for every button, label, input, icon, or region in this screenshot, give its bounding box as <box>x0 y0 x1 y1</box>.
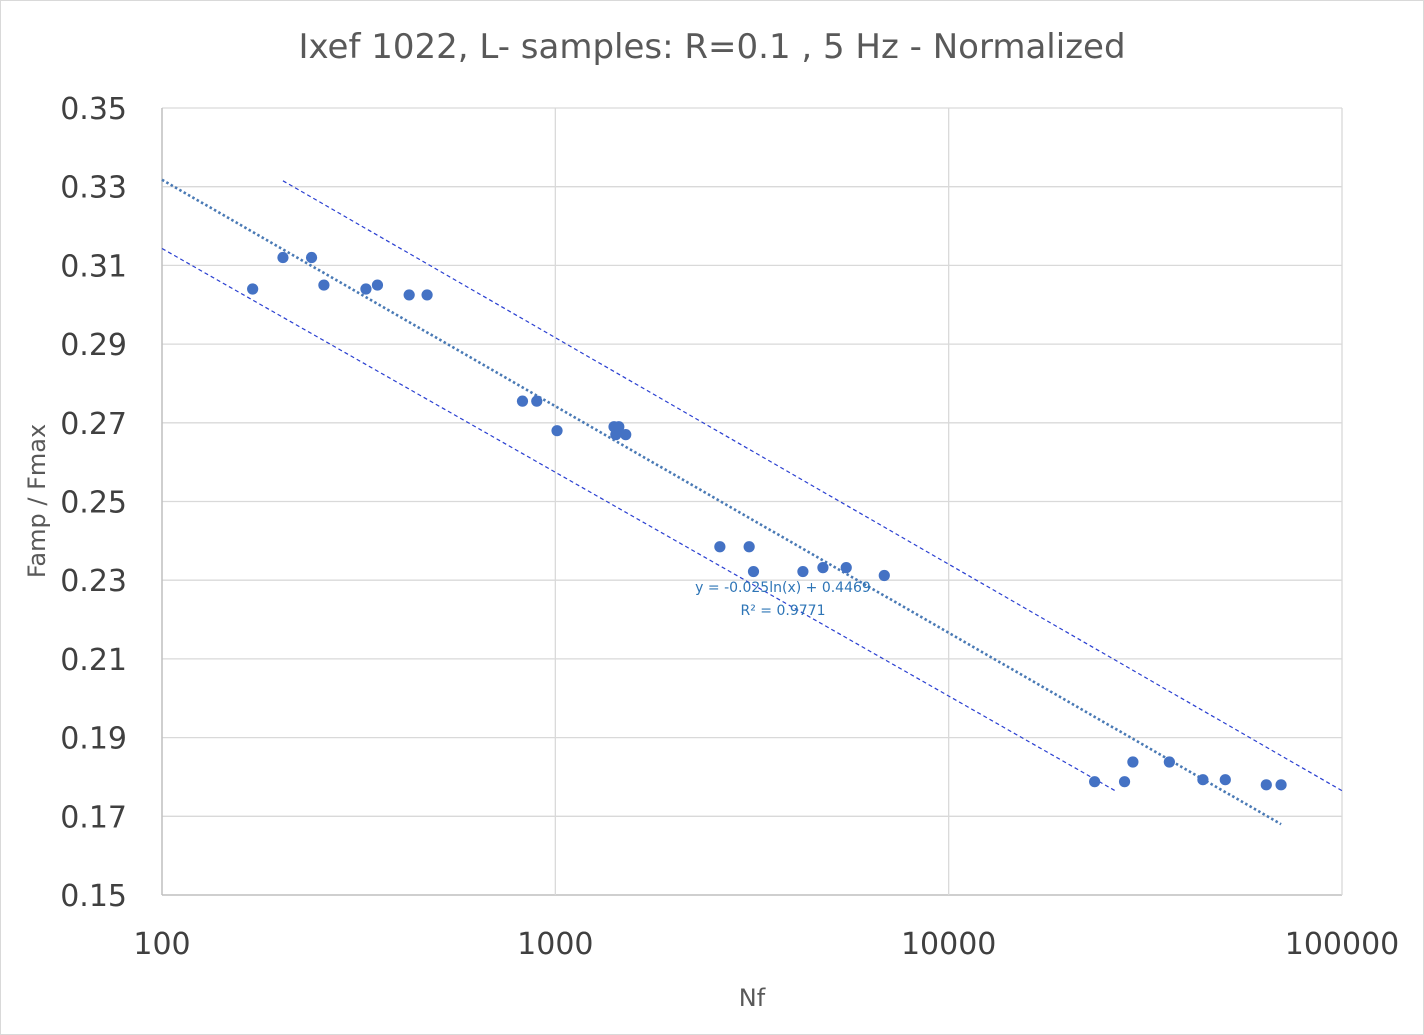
x-axis-label: Nf <box>739 984 766 1012</box>
trendline-path <box>161 178 1282 826</box>
y-tick-label: 0.23 <box>60 564 127 599</box>
upper-bound-line <box>282 180 1343 792</box>
y-tick-label: 0.29 <box>60 328 127 363</box>
data-point <box>817 562 829 574</box>
trendline-r-squared: R² = 0.9771 <box>741 603 826 619</box>
data-point <box>371 279 384 291</box>
data-point <box>1275 779 1287 791</box>
y-tick-label: 0.19 <box>60 722 127 757</box>
data-point <box>620 429 632 441</box>
data-point <box>1127 756 1139 768</box>
data-point <box>531 395 543 407</box>
data-point <box>1219 774 1231 786</box>
data-point <box>1118 776 1131 788</box>
y-tick-label: 0.17 <box>60 800 127 835</box>
data-point <box>1197 774 1209 786</box>
data-point <box>743 541 755 553</box>
data-point <box>797 565 809 578</box>
y-tick-label: 0.21 <box>60 643 127 678</box>
grid <box>161 107 1343 896</box>
y-tick-label: 0.15 <box>60 879 127 914</box>
x-tick-label: 100000 <box>1285 927 1400 962</box>
trendline <box>161 178 1282 826</box>
x-axis-ticks: 100 1000 10000 100000 <box>133 927 1399 962</box>
x-tick-label: 100 <box>133 927 190 962</box>
data-point <box>247 283 259 295</box>
data-point <box>318 279 330 291</box>
y-tick-label: 0.35 <box>60 92 127 127</box>
y-axis-label: Famp / Fmax <box>23 424 51 578</box>
data-point <box>840 562 852 574</box>
data-point <box>551 425 563 437</box>
data-point <box>516 395 529 407</box>
data-point <box>714 541 726 553</box>
data-point <box>360 283 372 295</box>
data-point <box>1163 756 1175 768</box>
y-axis-ticks: 0.15 0.17 0.19 0.21 0.23 0.25 0.27 0.29 0.31 0.33… <box>60 92 127 914</box>
data-point <box>421 289 433 301</box>
data-points <box>247 251 1287 791</box>
data-point <box>878 569 890 582</box>
chart-title: Ixef 1022, L- samples: R=0.1 , 5 Hz - No… <box>298 27 1125 67</box>
y-tick-label: 0.27 <box>60 407 127 442</box>
trendline-equation: y = -0.025ln(x) + 0.4469 <box>695 580 871 596</box>
data-point <box>403 289 415 301</box>
lower-bound-line <box>161 247 1116 792</box>
data-point <box>277 251 289 264</box>
data-point <box>1260 779 1272 791</box>
data-point <box>613 421 625 433</box>
data-point <box>305 251 318 264</box>
data-point <box>747 565 760 578</box>
x-tick-label: 10000 <box>901 927 996 962</box>
confidence-bounds <box>161 180 1343 792</box>
data-point <box>1089 776 1101 788</box>
y-tick-label: 0.31 <box>60 249 127 284</box>
y-tick-label: 0.33 <box>60 171 127 206</box>
x-tick-label: 1000 <box>517 927 593 962</box>
y-tick-label: 0.25 <box>60 486 127 521</box>
